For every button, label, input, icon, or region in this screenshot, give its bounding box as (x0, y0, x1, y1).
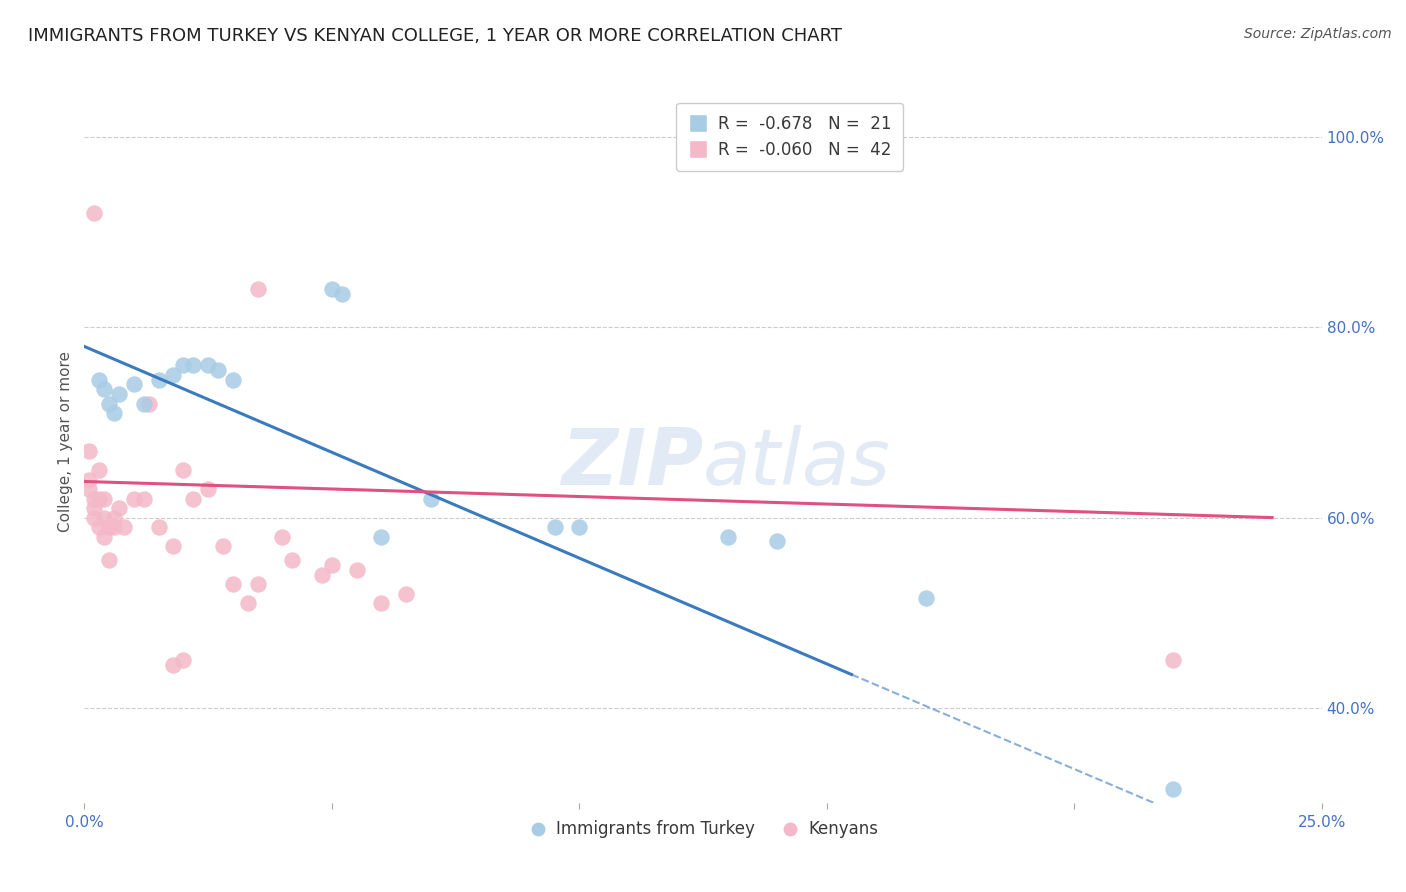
Point (212, 539, 235, 553)
Point (132, 396, 155, 410)
Point (112, 520, 135, 534)
Point (79, 473, 101, 487)
Point (98, 553, 121, 567)
Point (370, 530, 392, 544)
Point (122, 491, 145, 506)
Point (222, 577, 245, 591)
Point (103, 510, 125, 524)
Point (98, 520, 121, 534)
Point (172, 653, 194, 667)
Point (321, 282, 343, 296)
Point (89, 373, 111, 387)
Point (162, 657, 184, 672)
Point (93, 491, 115, 506)
Point (766, 534, 789, 549)
Y-axis label: College, 1 year or more: College, 1 year or more (58, 351, 73, 532)
Point (197, 482, 219, 496)
Point (79, 444, 101, 458)
Point (330, 287, 353, 301)
Point (197, 359, 219, 373)
Point (311, 567, 333, 582)
Point (172, 359, 194, 373)
Point (395, 587, 418, 601)
Point (181, 491, 204, 506)
Point (281, 553, 304, 567)
Point (207, 363, 229, 377)
Point (543, 520, 565, 534)
Point (83, 206, 105, 220)
Text: atlas: atlas (703, 425, 891, 501)
Point (89, 491, 111, 506)
Point (103, 406, 125, 420)
Point (83, 501, 105, 516)
Text: Source: ZipAtlas.com: Source: ZipAtlas.com (1244, 27, 1392, 41)
Point (1161, 653, 1184, 667)
Point (79, 482, 101, 496)
Point (914, 591, 936, 606)
Point (93, 530, 115, 544)
Point (162, 539, 184, 553)
Point (370, 596, 392, 610)
Point (236, 596, 259, 610)
Legend: Immigrants from Turkey, Kenyans: Immigrants from Turkey, Kenyans (522, 814, 884, 845)
Point (148, 373, 170, 387)
Point (419, 491, 441, 506)
Point (172, 463, 194, 477)
Point (717, 530, 740, 544)
Point (162, 368, 184, 382)
Point (246, 577, 269, 591)
Point (138, 396, 160, 410)
Point (89, 520, 111, 534)
Point (122, 377, 145, 392)
Point (1161, 781, 1184, 796)
Point (246, 282, 269, 296)
Point (222, 373, 245, 387)
Point (93, 382, 115, 396)
Point (181, 359, 204, 373)
Text: ZIP: ZIP (561, 425, 703, 501)
Point (108, 387, 131, 401)
Point (108, 501, 131, 516)
Point (132, 491, 155, 506)
Point (103, 520, 125, 534)
Point (98, 396, 121, 410)
Point (93, 510, 115, 524)
Point (89, 463, 111, 477)
Point (568, 520, 591, 534)
Point (148, 520, 170, 534)
Point (346, 563, 368, 577)
Point (83, 491, 105, 506)
Text: IMMIGRANTS FROM TURKEY VS KENYAN COLLEGE, 1 YEAR OR MORE CORRELATION CHART: IMMIGRANTS FROM TURKEY VS KENYAN COLLEGE… (28, 27, 842, 45)
Point (271, 530, 294, 544)
Point (321, 558, 343, 573)
Point (83, 510, 105, 524)
